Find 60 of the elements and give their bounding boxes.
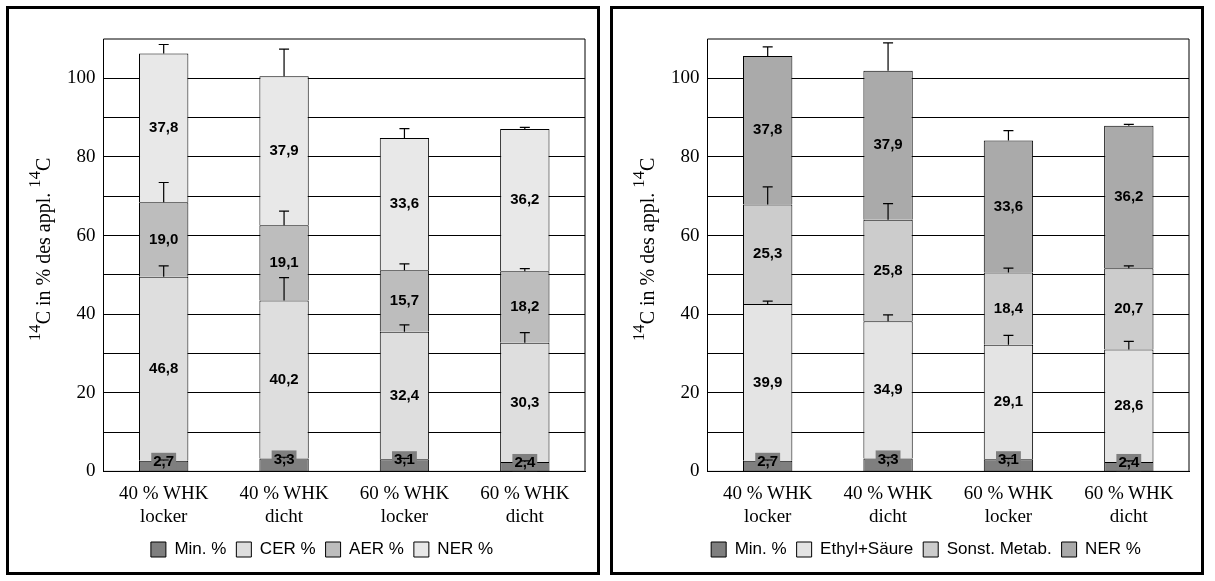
legend-label: Min. % (174, 539, 227, 559)
x-tick-label: 40 % WHK locker (119, 481, 209, 526)
data-label: 2,4 (514, 453, 536, 471)
y-tick-label: 20 (680, 380, 700, 402)
x-tick-label: 60 % WHK dicht (480, 481, 570, 526)
y-tick-label: 40 (680, 302, 700, 324)
data-label: 2,7 (153, 451, 175, 469)
data-label: 3,1 (998, 450, 1019, 468)
x-tick-label: 60 % WHK dicht (1084, 481, 1174, 526)
legend-label: AER % (349, 539, 404, 559)
legend-label: NER % (1085, 539, 1141, 559)
data-label: 30,3 (510, 392, 540, 410)
data-label: 33,6 (389, 194, 420, 212)
data-label: 3,3 (273, 449, 295, 467)
data-label: 40,2 (269, 369, 299, 387)
legend-label: Ethyl+Säure (820, 539, 914, 559)
data-label: 37,9 (269, 140, 299, 158)
y-tick-label: 20 (76, 380, 96, 402)
data-label: 19,1 (269, 253, 299, 271)
y-tick-label: 40 (76, 302, 96, 324)
data-label: 37,9 (873, 135, 903, 153)
y-tick-label: 0 (690, 459, 700, 481)
y-tick-label: 60 (680, 223, 700, 245)
data-label: 34,9 (873, 379, 903, 397)
y-tick-label: 60 (76, 223, 96, 245)
x-tick-label: 40 % WHK dicht (239, 481, 330, 526)
data-label: 18,4 (993, 298, 1024, 316)
data-label: 32,4 (389, 385, 420, 403)
data-label: 29,1 (993, 392, 1024, 410)
legend-label: Min. % (734, 539, 787, 559)
x-tick-label: 60 % WHK locker (963, 481, 1054, 526)
data-label: 20,7 (1114, 299, 1144, 316)
data-label: 33,6 (993, 196, 1024, 214)
data-label: 3,3 (877, 449, 899, 467)
y-tick-label: 100 (671, 66, 700, 88)
data-label: 19,0 (149, 229, 179, 247)
data-label: 39,9 (753, 372, 783, 390)
data-label: 36,2 (1114, 187, 1144, 205)
data-label: 2,4 (1118, 453, 1140, 471)
legend-label: CER % (259, 539, 316, 559)
x-tick-label: 40 % WHK locker (723, 481, 813, 526)
data-label: 3,1 (394, 450, 415, 468)
data-label: 25,3 (753, 244, 783, 262)
y-tick-label: 80 (680, 144, 700, 166)
x-tick-label: 40 % WHK dicht (843, 481, 934, 526)
y-tick-label: 100 (67, 66, 96, 88)
data-label: 37,8 (149, 117, 179, 135)
y-tick-label: 80 (76, 144, 96, 166)
data-label: 36,2 (510, 190, 540, 208)
data-label: 46,8 (149, 358, 179, 376)
data-label: 15,7 (389, 291, 420, 309)
data-label: 25,8 (873, 260, 903, 278)
data-label: 37,8 (753, 120, 783, 138)
data-label: 18,2 (510, 297, 540, 315)
y-tick-label: 0 (86, 459, 96, 481)
legend-label: Sonst. Metab. (946, 539, 1052, 559)
legend-label: NER % (437, 539, 494, 559)
x-tick-label: 60 % WHK locker (359, 481, 450, 526)
data-label: 2,7 (757, 451, 779, 469)
data-label: 28,6 (1114, 395, 1144, 413)
